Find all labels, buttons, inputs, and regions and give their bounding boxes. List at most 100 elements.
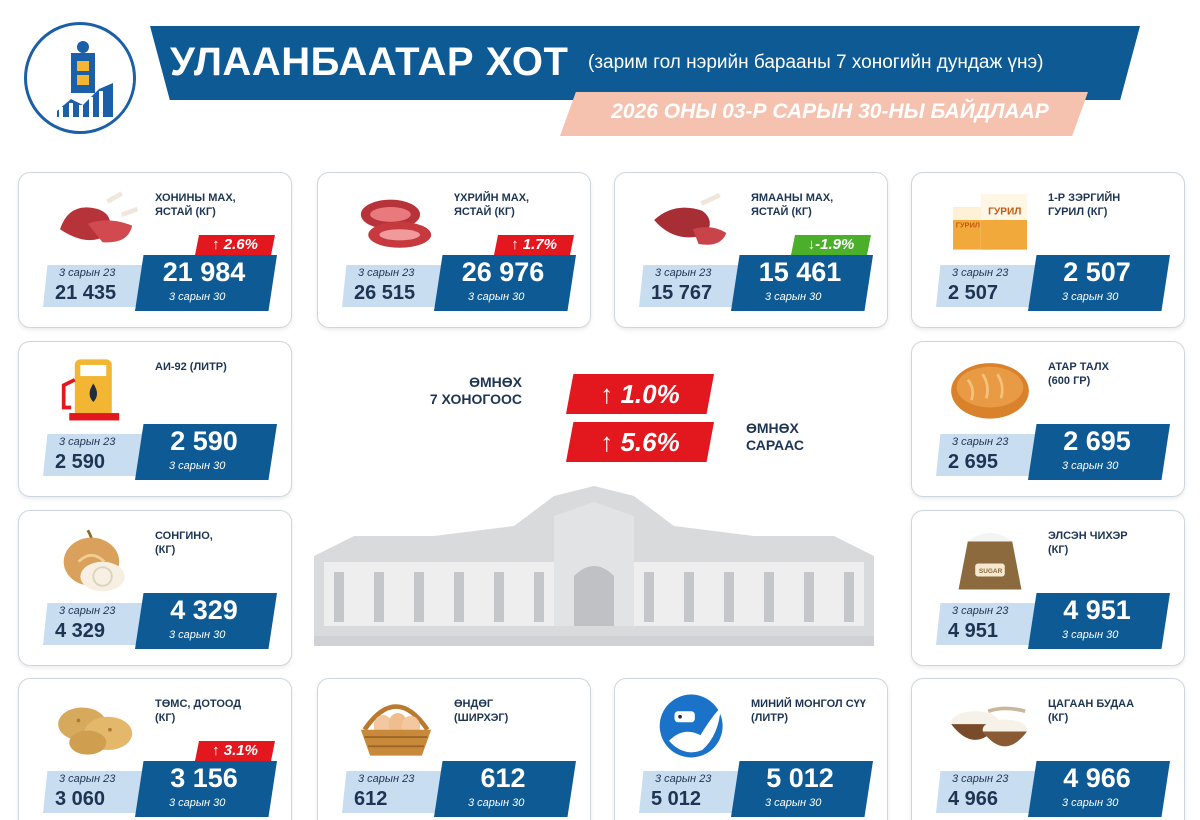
milk-icon: [643, 689, 743, 763]
current-price-box: [1028, 761, 1170, 817]
previous-price: 3 060: [55, 788, 106, 810]
current-price-box: [731, 761, 873, 817]
month-change-label: ӨМНӨХ САРААС: [746, 420, 804, 453]
previous-price-box: [936, 603, 1046, 645]
change-badge: ↓-1.9%: [791, 235, 871, 255]
price-card: SUGAR ЭЛСЭН ЧИХЭР (КГ) 3 сарын 23 4 951 4 95…: [911, 510, 1185, 666]
previous-date-label: 3 сарын 23: [59, 436, 116, 448]
sugar-sack-icon: SUGAR: [940, 521, 1040, 595]
current-price: 3 156: [170, 763, 238, 793]
previous-price-box: [43, 603, 153, 645]
price-card: АТАР ТАЛХ (600 ГР) 3 сарын 23 2 695 2 695 3 …: [911, 341, 1185, 497]
current-price-box: [135, 424, 277, 480]
previous-price: 26 515: [354, 282, 416, 304]
current-date-label: 3 сарын 30: [468, 291, 525, 303]
previous-price-box: [639, 265, 749, 307]
previous-date-label: 3 сарын 23: [655, 267, 712, 279]
previous-date-label: 3 сарын 23: [952, 773, 1009, 785]
current-price: 4 951: [1063, 595, 1131, 625]
previous-price: 4 966: [948, 788, 999, 810]
svg-text:ГУРИЛ: ГУРИЛ: [988, 206, 1021, 217]
previous-date-label: 3 сарын 23: [59, 267, 116, 279]
current-price: 15 461: [758, 257, 842, 287]
previous-price: 2 695: [948, 451, 999, 473]
price-card: ЦАГААН БУДАА (КГ) 3 сарын 23 4 966 4 966 3 с…: [911, 678, 1185, 820]
previous-price: 15 767: [651, 282, 713, 304]
item-name: ҮХРИЙН МАХ, ЯСТАЙ (КГ): [454, 192, 530, 218]
report-date: 2026 ОНЫ 03-Р САРЫН 30-НЫ БАЙДЛААР: [611, 100, 1049, 123]
rice-bowl-icon: [940, 689, 1040, 763]
price-card: ӨНДӨГ (ШИРХЭГ) 3 сарын 23 612 612 3 сарын 30: [317, 678, 591, 820]
svg-text:ГУРИЛ: ГУРИЛ: [956, 220, 980, 229]
item-name: ХОНИНЫ МАХ, ЯСТАЙ (КГ): [155, 192, 236, 218]
change-badge: ↑ 2.6%: [195, 235, 275, 255]
price-card: МИНИЙ МОНГОЛ СҮҮ (ЛИТР) 3 сарын 23 5 012 5 …: [614, 678, 888, 820]
previous-price-box: [43, 434, 153, 476]
item-name: ЦАГААН БУДАА (КГ): [1048, 698, 1135, 724]
previous-date-label: 3 сарын 23: [952, 605, 1009, 617]
change-badge: ↑ 1.7%: [494, 235, 574, 255]
mutton-icon: [47, 183, 147, 257]
previous-date-label: 3 сарын 23: [358, 773, 415, 785]
previous-price: 4 951: [948, 620, 999, 642]
price-card: СОНГИНО, (КГ) 3 сарын 23 4 329 4 329 3 сарын…: [18, 510, 292, 666]
previous-price: 2 590: [55, 451, 106, 473]
fuel-pump-icon: [47, 352, 147, 426]
page-title: УЛААНБААТАР ХОТ: [170, 40, 569, 84]
current-price: 5 012: [766, 763, 834, 793]
current-price: 4 966: [1063, 763, 1131, 793]
current-date-label: 3 сарын 30: [1062, 460, 1119, 472]
current-price: 612: [480, 763, 526, 793]
current-price: 2 507: [1063, 257, 1131, 287]
price-card: АИ-92 (ЛИТР) 3 сарын 23 2 590 2 590 3 сарын …: [18, 341, 292, 497]
item-name: АТАР ТАЛХ (600 ГР): [1048, 361, 1109, 387]
current-price: 4 329: [170, 595, 238, 625]
current-price: 2 590: [170, 426, 238, 456]
previous-date-label: 3 сарын 23: [59, 773, 116, 785]
previous-price-box: [639, 771, 749, 813]
previous-price-box: [342, 771, 452, 813]
current-price-box: [135, 255, 277, 311]
previous-price: 2 507: [948, 282, 999, 304]
current-price-box: [135, 761, 277, 817]
item-name: СОНГИНО, (КГ): [155, 530, 213, 556]
week-change-label: ӨМНӨХ 7 ХОНОГООС: [429, 374, 522, 407]
previous-price-box: [342, 265, 452, 307]
item-name: ӨНДӨГ (ШИРХЭГ): [454, 698, 509, 724]
current-date-label: 3 сарын 30: [1062, 291, 1119, 303]
egg-basket-icon: [346, 689, 446, 763]
beef-icon: [346, 183, 446, 257]
previous-price: 5 012: [651, 788, 702, 810]
date-banner: [560, 92, 1088, 136]
current-date-label: 3 сарын 30: [169, 291, 226, 303]
week-change-badge: ↑ 1.0%: [566, 374, 714, 414]
page-subtitle: (зарим гол нэрийн барааны 7 хоногийн дун…: [588, 52, 1044, 73]
current-date-label: 3 сарын 30: [468, 797, 525, 809]
current-price-box: [1028, 424, 1170, 480]
current-date-label: 3 сарын 30: [765, 797, 822, 809]
item-name: 1-Р ЗЭРГИЙН ГУРИЛ (КГ): [1048, 192, 1121, 218]
change-badge: ↑ 3.1%: [195, 741, 275, 761]
current-price: 26 976: [461, 257, 545, 287]
current-date-label: 3 сарын 30: [169, 797, 226, 809]
current-date-label: 3 сарын 30: [1062, 797, 1119, 809]
price-card: ГУРИЛ ГУРИЛ 1-Р ЗЭРГИЙН ГУРИЛ (КГ) 3 сарын …: [911, 172, 1185, 328]
current-date-label: 3 сарын 30: [169, 460, 226, 472]
item-name: АИ-92 (ЛИТР): [155, 361, 227, 373]
price-card: ХОНИНЫ МАХ, ЯСТАЙ (КГ) 3 сарын 23 21 435 21…: [18, 172, 292, 328]
previous-price: 612: [354, 788, 388, 810]
current-price-box: [1028, 255, 1170, 311]
item-name: МИНИЙ МОНГОЛ СҮҮ (ЛИТР): [751, 698, 866, 724]
price-card: ЯМААНЫ МАХ, ЯСТАЙ (КГ) 3 сарын 23 15 767 15…: [614, 172, 888, 328]
previous-date-label: 3 сарын 23: [358, 267, 415, 279]
current-price-box: [434, 255, 576, 311]
previous-date-label: 3 сарын 23: [952, 436, 1009, 448]
goat-meat-icon: [643, 183, 743, 257]
current-price-box: [1028, 593, 1170, 649]
previous-price: 21 435: [55, 282, 117, 304]
item-name: ЭЛСЭН ЧИХЭР (КГ): [1048, 530, 1128, 556]
current-price: 2 695: [1063, 426, 1131, 456]
current-price-box: [135, 593, 277, 649]
item-name: ТӨМС, ДОТООД (КГ): [155, 698, 242, 724]
previous-date-label: 3 сарын 23: [655, 773, 712, 785]
